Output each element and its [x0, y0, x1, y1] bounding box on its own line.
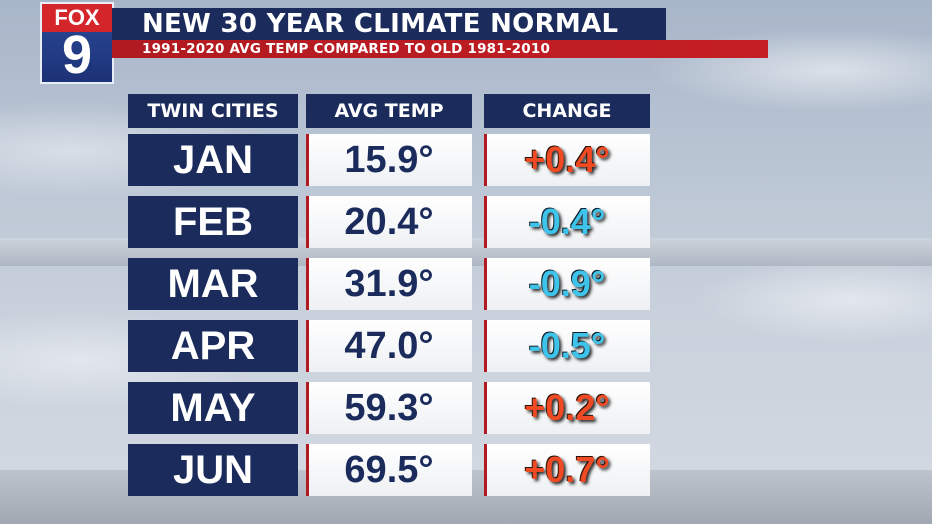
page-title: NEW 30 YEAR CLIMATE NORMAL [142, 9, 619, 39]
month-cell: APR [128, 320, 298, 372]
change-cell: +0.7° [484, 444, 650, 496]
avg-temp-cell: 31.9° [306, 258, 472, 310]
avg-temp-cell: 15.9° [306, 134, 472, 186]
change-cell: +0.2° [484, 382, 650, 434]
logo-channel: 9 [61, 25, 93, 85]
change-cell: -0.4° [484, 196, 650, 248]
column-header-location: TWIN CITIES [128, 94, 298, 128]
avg-temp-cell: 47.0° [306, 320, 472, 372]
month-cell: JAN [128, 134, 298, 186]
subtitle-bar [112, 40, 768, 58]
avg-temp-cell: 20.4° [306, 196, 472, 248]
column-header-change: CHANGE [484, 94, 650, 128]
change-cell: -0.5° [484, 320, 650, 372]
column-header-avg-temp: AVG TEMP [306, 94, 472, 128]
month-cell: FEB [128, 196, 298, 248]
month-cell: MAY [128, 382, 298, 434]
fox9-logo: FOX 9 [40, 2, 114, 84]
month-cell: JUN [128, 444, 298, 496]
avg-temp-cell: 69.5° [306, 444, 472, 496]
change-cell: +0.4° [484, 134, 650, 186]
avg-temp-cell: 59.3° [306, 382, 472, 434]
month-cell: MAR [128, 258, 298, 310]
page-subtitle: 1991-2020 AVG TEMP COMPARED TO OLD 1981-… [142, 41, 551, 57]
change-cell: -0.9° [484, 258, 650, 310]
title-bar [112, 8, 666, 40]
logo-brand: FOX [42, 4, 112, 32]
